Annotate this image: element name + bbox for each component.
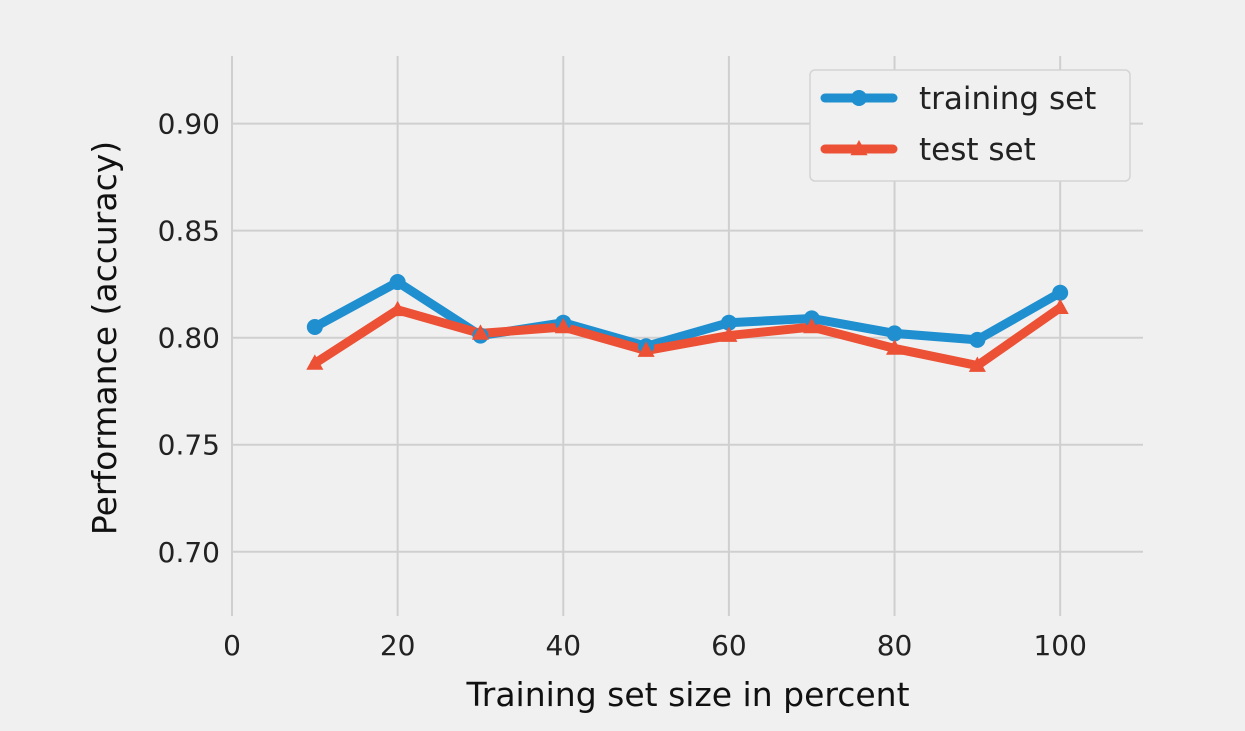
x-axis-label: Training set size in percent [465, 675, 909, 714]
data-point [1052, 284, 1069, 301]
x-tick-label: 80 [877, 629, 913, 662]
series-markers [306, 274, 1069, 372]
data-point [389, 300, 407, 317]
data-point [969, 331, 986, 348]
data-point [720, 314, 737, 331]
legend: training set test set [809, 69, 1131, 182]
series-line-0 [310, 277, 1065, 351]
legend-label: training set [919, 81, 1096, 117]
legend-marker [851, 90, 867, 106]
data-point [306, 319, 323, 335]
series-lines [310, 277, 1065, 371]
y-tick-label: 0.75 [158, 429, 220, 462]
y-tick-label: 0.90 [158, 108, 220, 141]
y-axis-label: Performance (accuracy) [85, 141, 124, 535]
series-line-1 [310, 303, 1065, 371]
data-point [1051, 298, 1069, 315]
data-point [637, 341, 655, 357]
data-point [720, 326, 738, 342]
legend-marker [850, 140, 868, 156]
y-tick-label: 0.85 [158, 215, 220, 248]
data-point [885, 339, 904, 355]
tick-labels: 0 20 40 60 80 100 0.70 0.75 0.80 0.85 0.90 [158, 108, 1087, 662]
data-point [554, 318, 572, 334]
x-tick-label: 0 [223, 629, 241, 662]
data-point [968, 356, 986, 372]
x-tick-label: 20 [380, 629, 416, 662]
data-point [306, 354, 324, 370]
x-tick-label: 100 [1033, 629, 1086, 662]
data-point [886, 325, 903, 342]
y-tick-label: 0.80 [158, 322, 220, 355]
legend-label: test set [919, 132, 1036, 168]
x-tick-label: 40 [545, 629, 581, 662]
data-point [389, 274, 406, 291]
data-point [803, 318, 821, 334]
y-tick-label: 0.70 [158, 536, 220, 569]
data-point [471, 324, 490, 340]
x-tick-label: 60 [711, 629, 747, 662]
